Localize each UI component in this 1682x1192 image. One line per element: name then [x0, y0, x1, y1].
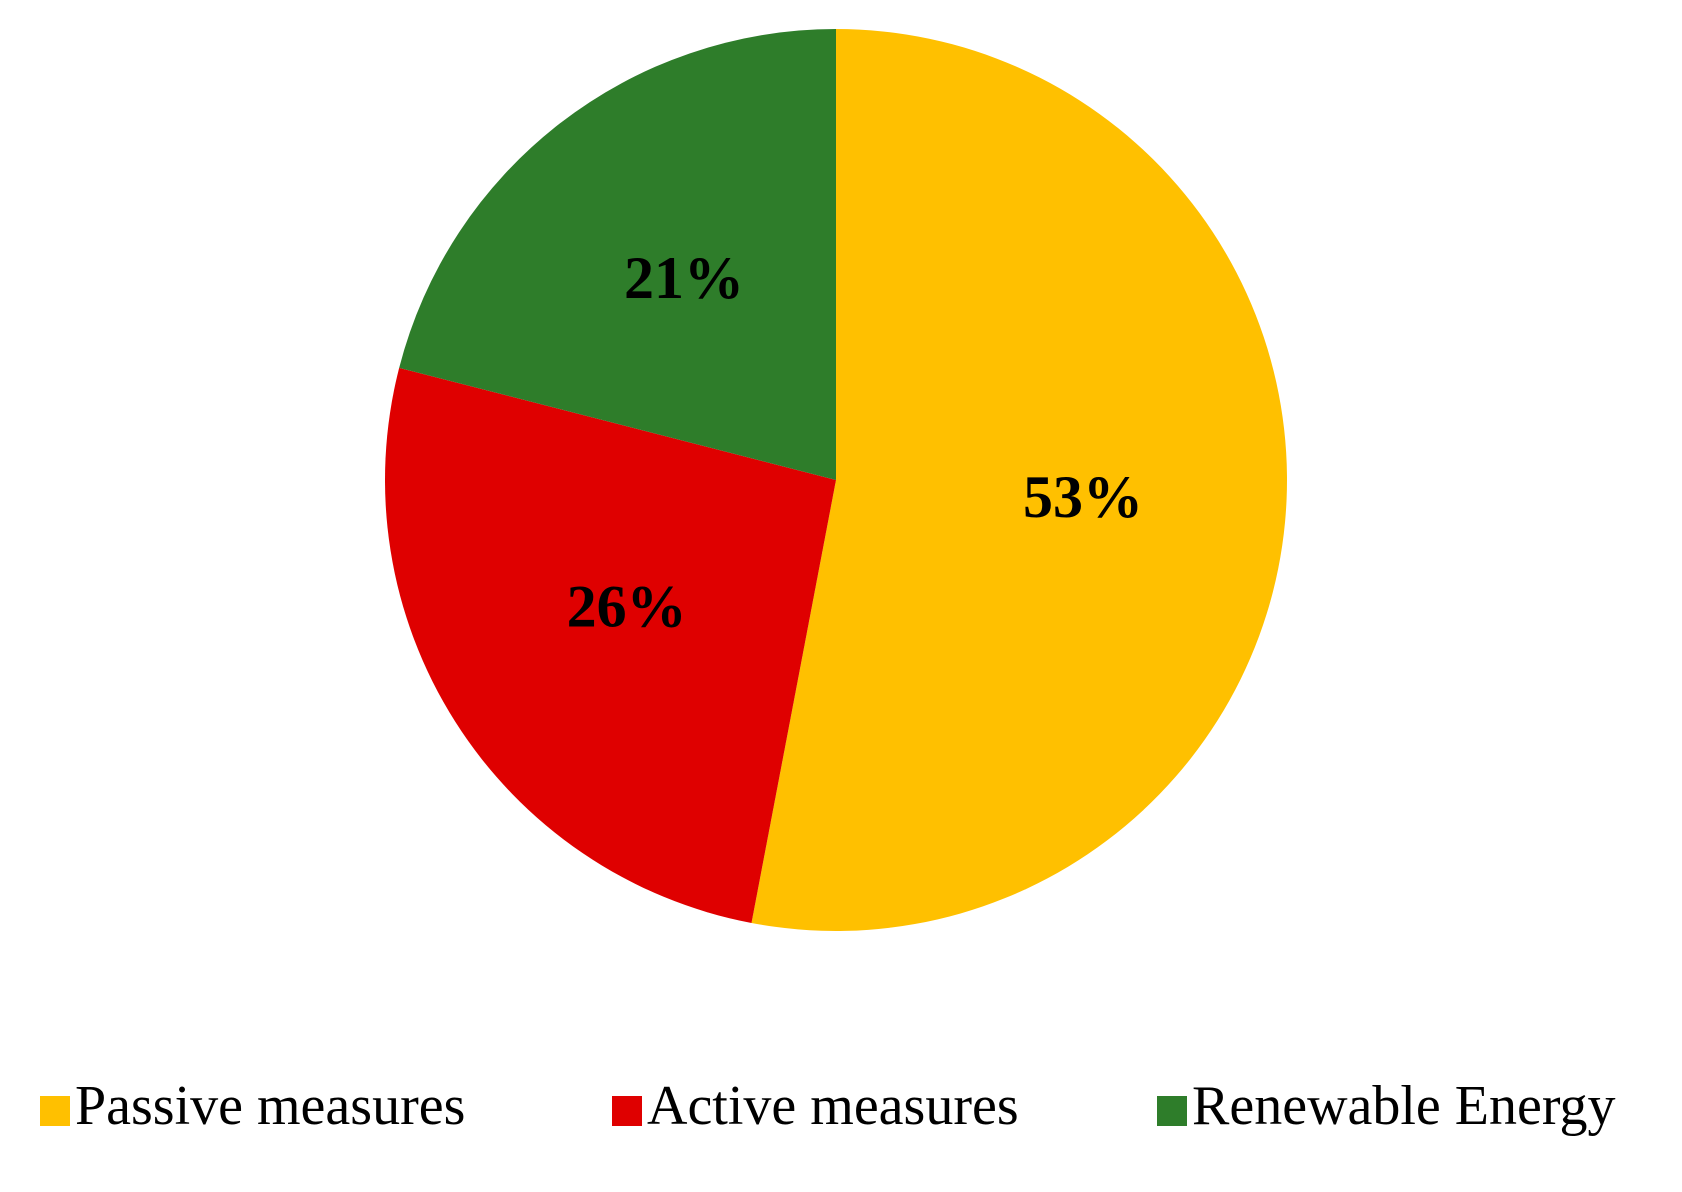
legend-label: Renewable Energy — [1192, 1075, 1615, 1137]
legend-swatch — [612, 1096, 642, 1126]
legend-swatch — [40, 1096, 70, 1126]
legend-swatch — [1157, 1096, 1187, 1126]
legend-label: Active measures — [647, 1075, 1019, 1137]
data-label: 53% — [1023, 464, 1143, 530]
pie-slice — [399, 28, 836, 481]
legend-label: Passive measures — [75, 1075, 465, 1137]
data-label: 26% — [567, 574, 687, 640]
pie-slice — [751, 29, 1288, 931]
pie-slice — [385, 367, 836, 924]
data-label: 21% — [624, 245, 744, 311]
